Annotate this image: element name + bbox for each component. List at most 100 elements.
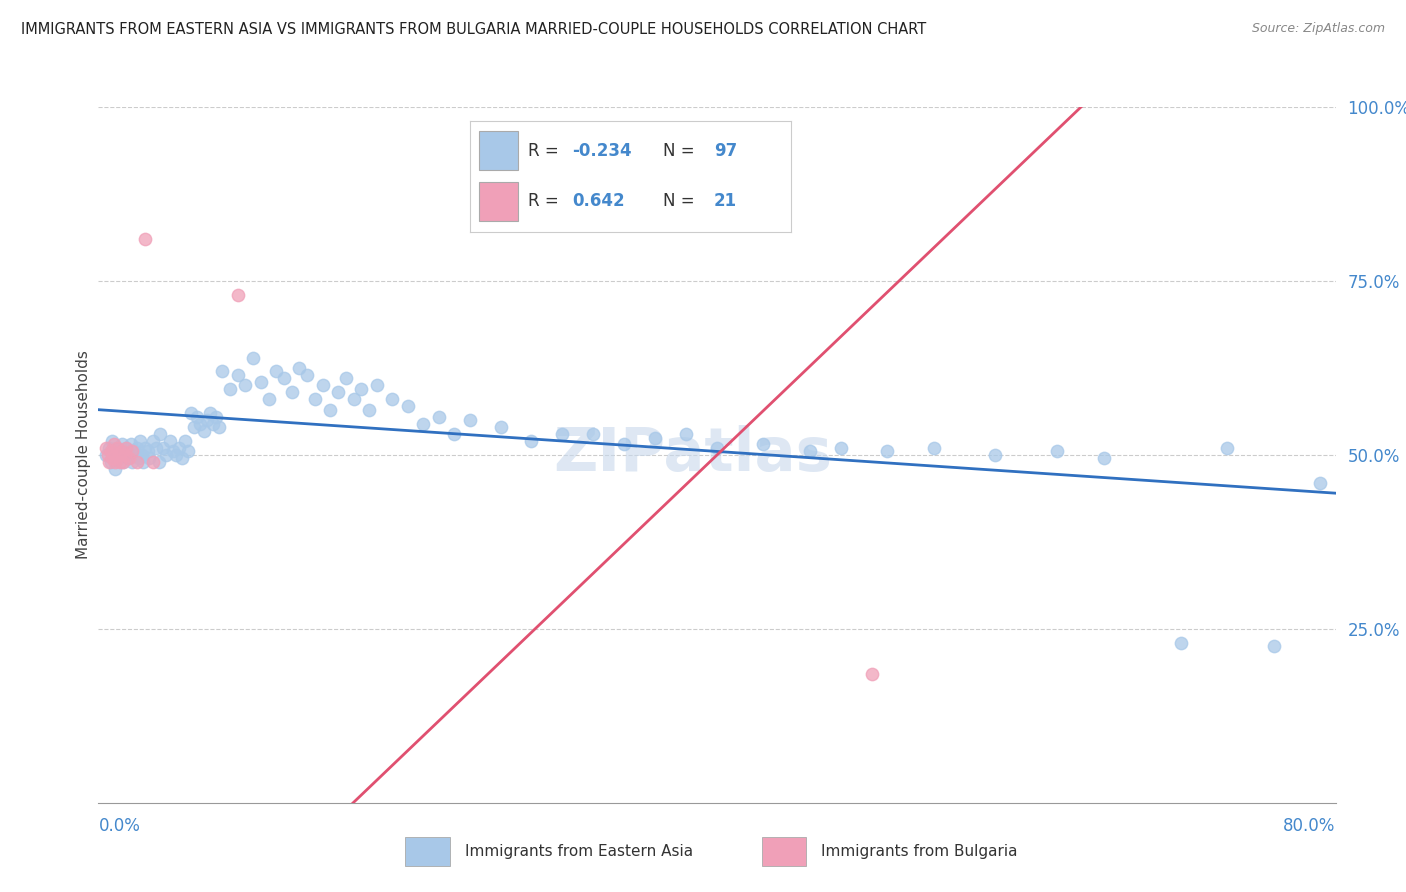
Point bbox=[141, 455, 165, 469]
Point bbox=[183, 420, 205, 434]
Point bbox=[129, 434, 152, 448]
Point bbox=[112, 455, 135, 469]
Point bbox=[115, 441, 138, 455]
Point bbox=[799, 444, 821, 458]
Point bbox=[108, 444, 131, 458]
Point bbox=[96, 441, 118, 455]
Point bbox=[174, 434, 197, 448]
Point bbox=[121, 455, 143, 469]
Point bbox=[396, 399, 419, 413]
Point bbox=[551, 427, 574, 442]
Text: 80.0%: 80.0% bbox=[1284, 817, 1336, 835]
Point bbox=[124, 448, 146, 462]
Point bbox=[520, 434, 543, 448]
Point bbox=[288, 360, 311, 375]
Text: IMMIGRANTS FROM EASTERN ASIA VS IMMIGRANTS FROM BULGARIA MARRIED-COUPLE HOUSEHOL: IMMIGRANTS FROM EASTERN ASIA VS IMMIGRAN… bbox=[21, 22, 927, 37]
Point bbox=[148, 455, 170, 469]
Point bbox=[304, 392, 326, 407]
Point bbox=[876, 444, 898, 458]
Point bbox=[211, 364, 233, 378]
Point bbox=[107, 448, 129, 462]
Point bbox=[104, 455, 127, 469]
Point bbox=[118, 451, 141, 466]
Point bbox=[264, 364, 288, 378]
Point bbox=[357, 402, 380, 417]
Point bbox=[167, 441, 190, 455]
Point bbox=[984, 448, 1007, 462]
Point bbox=[103, 437, 125, 451]
Point bbox=[103, 448, 125, 462]
Point bbox=[117, 451, 139, 466]
Point bbox=[443, 427, 465, 442]
Point bbox=[1170, 636, 1192, 650]
Point bbox=[489, 420, 512, 434]
Point bbox=[219, 382, 242, 396]
Point bbox=[1309, 475, 1331, 490]
Point bbox=[128, 451, 150, 466]
Point bbox=[159, 434, 181, 448]
Point bbox=[273, 371, 295, 385]
Point bbox=[134, 232, 156, 246]
Y-axis label: Married-couple Households: Married-couple Households bbox=[76, 351, 91, 559]
Point bbox=[644, 431, 666, 445]
Point bbox=[242, 351, 264, 365]
Point bbox=[108, 455, 131, 469]
Point bbox=[127, 441, 149, 455]
Point bbox=[121, 444, 143, 458]
Point bbox=[112, 455, 135, 469]
Point bbox=[97, 448, 120, 462]
Point bbox=[114, 448, 136, 462]
Point bbox=[198, 406, 221, 420]
Point bbox=[582, 427, 605, 442]
Point bbox=[145, 441, 167, 455]
Point bbox=[312, 378, 335, 392]
Point bbox=[132, 455, 155, 469]
Point bbox=[177, 444, 200, 458]
Point bbox=[104, 462, 127, 476]
Point bbox=[155, 448, 177, 462]
Point bbox=[138, 451, 160, 466]
Point bbox=[297, 368, 319, 382]
Point bbox=[752, 437, 775, 451]
Point bbox=[412, 417, 434, 431]
Point bbox=[226, 368, 249, 382]
Point bbox=[1046, 444, 1069, 458]
Point bbox=[186, 409, 208, 424]
Text: ZIPatlas: ZIPatlas bbox=[553, 425, 832, 484]
Point bbox=[100, 455, 122, 469]
Point bbox=[98, 455, 121, 469]
Point bbox=[131, 448, 153, 462]
Point bbox=[127, 455, 149, 469]
Point bbox=[1216, 441, 1239, 455]
Point bbox=[96, 448, 118, 462]
Point bbox=[111, 437, 132, 451]
Point bbox=[118, 448, 141, 462]
Point bbox=[180, 406, 202, 420]
Point bbox=[100, 444, 122, 458]
Point bbox=[326, 385, 350, 400]
Point bbox=[1092, 451, 1115, 466]
Point bbox=[170, 451, 193, 466]
Point bbox=[115, 441, 138, 455]
Point bbox=[613, 437, 636, 451]
Point bbox=[101, 434, 124, 448]
Point bbox=[208, 420, 231, 434]
Point bbox=[319, 402, 342, 417]
Point bbox=[458, 413, 481, 427]
Point bbox=[149, 427, 172, 442]
Point bbox=[193, 424, 215, 438]
Point bbox=[233, 378, 257, 392]
Point bbox=[830, 441, 852, 455]
Point bbox=[1263, 639, 1285, 653]
Point bbox=[281, 385, 304, 400]
Point bbox=[860, 667, 883, 681]
Point bbox=[366, 378, 388, 392]
Point bbox=[122, 444, 145, 458]
Point bbox=[226, 288, 249, 302]
Point bbox=[105, 441, 128, 455]
Point bbox=[141, 434, 165, 448]
Point bbox=[165, 448, 187, 462]
Point bbox=[335, 371, 357, 385]
Point bbox=[706, 441, 728, 455]
Point bbox=[120, 437, 142, 451]
